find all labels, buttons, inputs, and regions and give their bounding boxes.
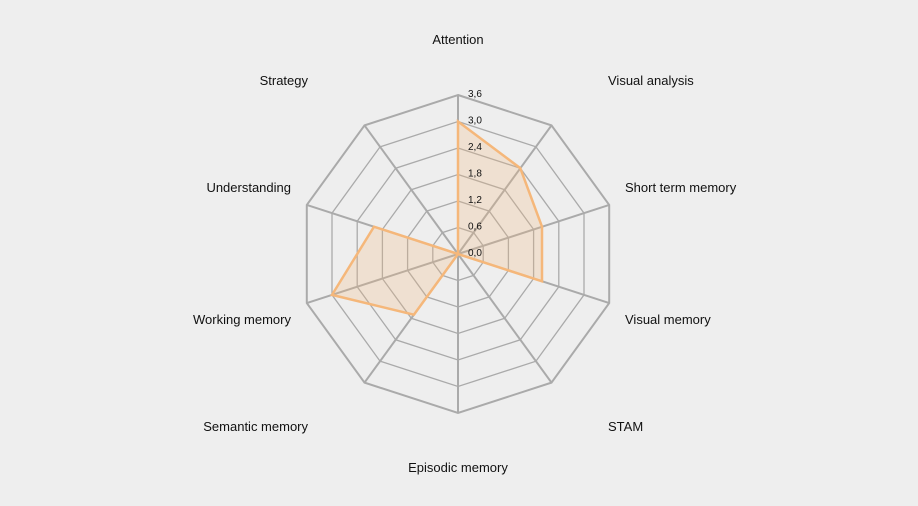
axis-label: Semantic memory [203, 419, 308, 434]
tick-label: 1,8 [468, 169, 482, 180]
grid-spoke [457, 124, 553, 255]
grid-spoke [457, 203, 610, 255]
axis-label: Visual analysis [608, 73, 694, 88]
axis-label: STAM [608, 419, 643, 434]
tick-label: 2,4 [468, 142, 482, 153]
tick-label: 1,2 [468, 195, 482, 206]
tick-label: 3,0 [468, 116, 482, 127]
axis-label: Visual memory [625, 312, 711, 327]
axis-label: Short term memory [625, 180, 737, 195]
grid-spoke [363, 124, 459, 255]
tick-label: 3,6 [468, 89, 482, 100]
tick-label: 0,6 [468, 222, 482, 233]
axis-label: Understanding [206, 180, 291, 195]
axis-label: Attention [432, 32, 483, 47]
series-area [330, 119, 544, 317]
tick-label: 0,0 [468, 248, 482, 259]
axis-label: Strategy [260, 73, 309, 88]
grid-spoke [457, 253, 553, 384]
axis-label: Working memory [193, 312, 292, 327]
axis-label: Episodic memory [408, 460, 508, 475]
